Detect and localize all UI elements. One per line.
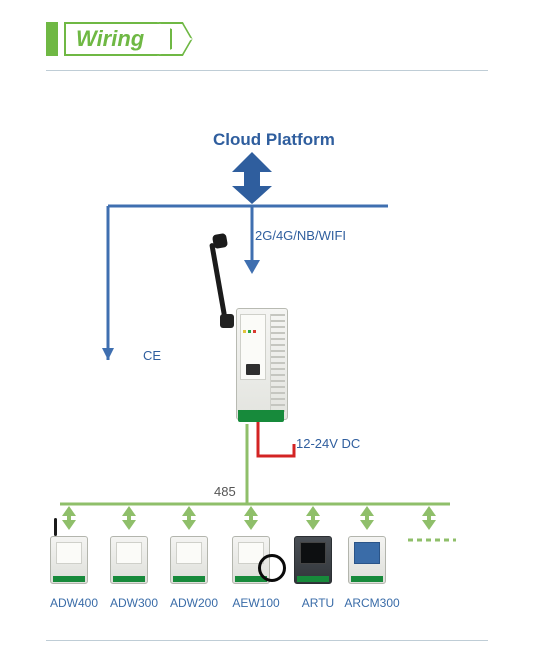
gateway-device (216, 290, 290, 420)
gateway-side-vents (270, 314, 285, 414)
power-line (258, 422, 294, 456)
gateway-terminal-block (238, 410, 284, 422)
cloud-platform-label: Cloud Platform (213, 130, 335, 150)
gateway-leds (243, 330, 256, 333)
section-heading: Wiring (46, 22, 172, 56)
device-double-arrow-icon (62, 506, 76, 530)
device-double-arrow-icon (122, 506, 136, 530)
device-double-arrow-icon (244, 506, 258, 530)
device-adw200 (170, 536, 208, 584)
device-terminal (173, 576, 205, 582)
divider-bottom (46, 640, 488, 641)
device-label-aew100: AEW100 (226, 596, 286, 610)
device-label-artu: ARTU (288, 596, 348, 610)
device-double-arrow-icon (360, 506, 374, 530)
ct-sensor-icon (258, 554, 286, 582)
device-face (116, 542, 142, 564)
device-terminal (351, 576, 383, 582)
device-arcm300 (348, 536, 386, 584)
antenna-tip (212, 233, 228, 249)
antenna-rod (209, 243, 227, 317)
device-label-arcm300: ARCM300 (342, 596, 402, 610)
device-label-adw400: ADW400 (44, 596, 104, 610)
divider-top (46, 70, 488, 71)
device-double-arrow-icon (182, 506, 196, 530)
device-adw300 (110, 536, 148, 584)
device-face (300, 542, 326, 564)
gateway-ethernet-port (246, 364, 260, 375)
device-double-arrow-icon (422, 506, 436, 530)
device-face (354, 542, 380, 564)
ce-label: CE (143, 348, 161, 363)
device-arrow-group (62, 506, 436, 530)
device-terminal (297, 576, 329, 582)
heading-label: Wiring (64, 22, 172, 56)
power-label: 12-24V DC (296, 436, 360, 451)
uplink-protocol-label: 2G/4G/NB/WIFI (255, 228, 346, 243)
uplink-arrowhead-icon (244, 260, 260, 274)
device-label-adw300: ADW300 (104, 596, 164, 610)
device-terminal (113, 576, 145, 582)
device-double-arrow-icon (306, 506, 320, 530)
device-terminal (53, 576, 85, 582)
device-artu (294, 536, 332, 584)
bus-label: 485 (214, 484, 236, 499)
device-adw400 (50, 536, 88, 584)
device-face (56, 542, 82, 564)
device-label-adw200: ADW200 (164, 596, 224, 610)
heading-accent-bar (46, 22, 58, 56)
ce-arrowhead-icon (102, 348, 114, 360)
device-face (176, 542, 202, 564)
cloud-double-arrow-icon (232, 152, 272, 204)
antenna-base (220, 314, 234, 328)
